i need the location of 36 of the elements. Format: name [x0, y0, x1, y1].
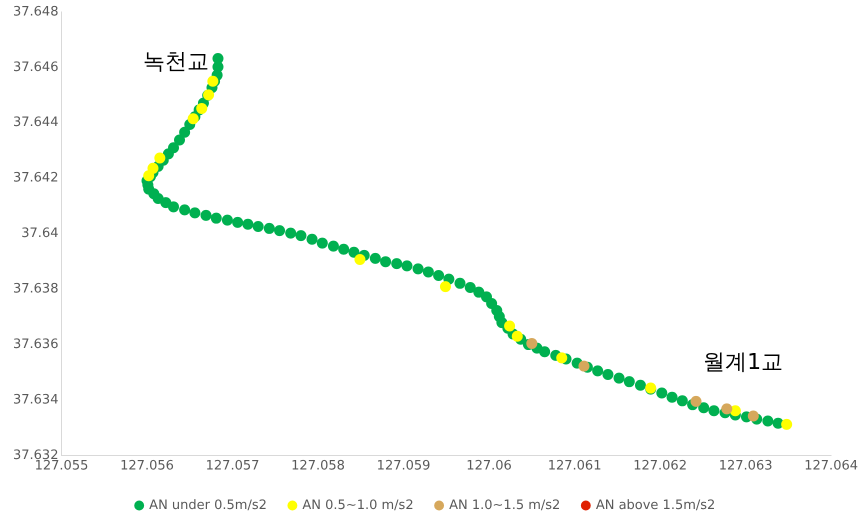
point — [748, 410, 759, 422]
point — [440, 281, 451, 292]
point — [781, 418, 792, 430]
x-tick-label: 127.061 — [548, 458, 602, 474]
x-tick-label: 127.057 — [206, 458, 260, 474]
y-tick-label: 37.646 — [12, 60, 58, 75]
x-tick-label: 127.058 — [291, 458, 345, 474]
y-tick-label: 37.648 — [12, 4, 58, 20]
x-tick-label: 127.056 — [120, 458, 174, 474]
x-tick-label: 127.062 — [633, 458, 687, 474]
legend-label: AN above 1.5m/s2 — [596, 498, 716, 513]
point — [690, 396, 702, 407]
point — [556, 352, 568, 364]
y-tick-label: 37.644 — [12, 115, 58, 130]
x-tick-label: 127.06 — [466, 458, 512, 474]
point — [196, 102, 208, 114]
y-tick-label: 37.64 — [21, 226, 58, 242]
point — [526, 338, 538, 349]
point — [354, 254, 366, 265]
y-tick-label: 37.636 — [12, 336, 58, 352]
x-tick-label: 127.059 — [376, 458, 430, 474]
point — [578, 360, 590, 372]
annotation: 월계1교 — [703, 350, 784, 375]
legend-label: AN under 0.5m/s2 — [149, 498, 267, 513]
y-tick-label: 37.634 — [12, 392, 58, 408]
legend-label: AN 0.5~1.0 m/s2 — [302, 498, 414, 513]
point — [512, 330, 523, 342]
y-tick-label: 37.642 — [12, 170, 58, 186]
y-tick-label: 37.638 — [12, 282, 58, 296]
point — [154, 152, 166, 164]
annotation: 녹천교 — [142, 49, 209, 74]
legend-label: AN 1.0~1.5 m/s2 — [449, 498, 560, 513]
point — [721, 403, 732, 414]
x-tick-label: 127.063 — [718, 458, 772, 474]
x-tick-label: 127.064 — [804, 458, 858, 474]
point — [504, 320, 516, 332]
